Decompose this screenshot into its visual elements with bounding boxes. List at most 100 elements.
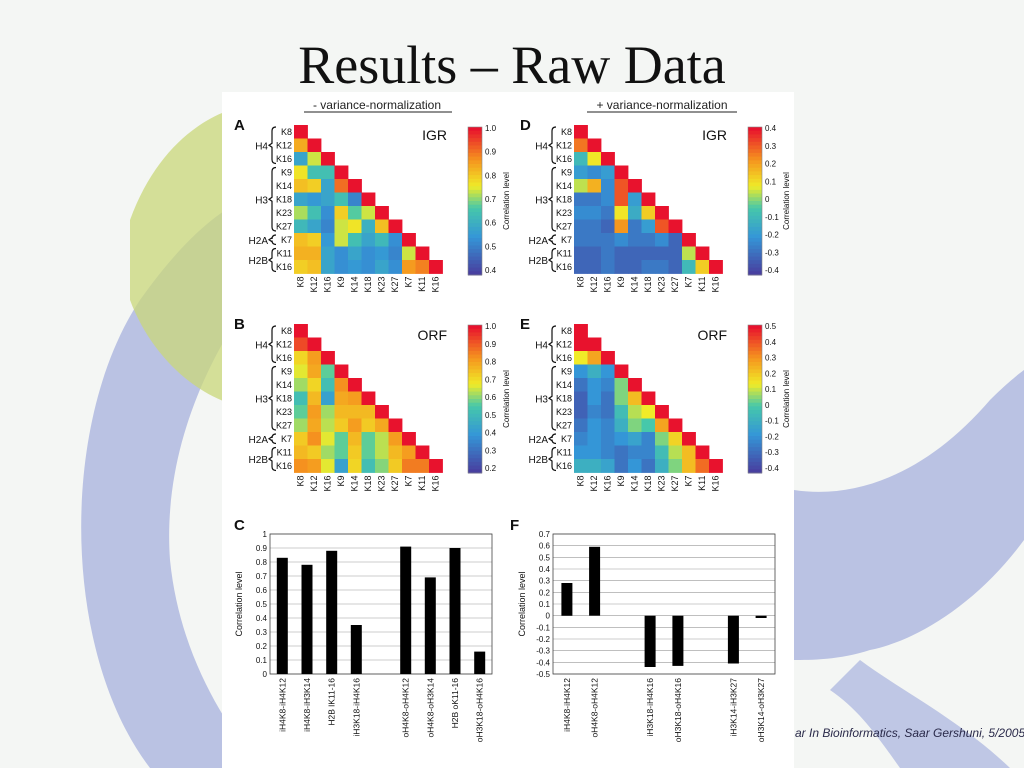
heatmap-cell: [574, 233, 588, 247]
heatmap-cell: [348, 219, 362, 234]
heatmap-cell: [628, 391, 642, 406]
heatmap-cell: [361, 405, 376, 419]
col-label: K12: [589, 277, 599, 293]
group-bracket: [547, 234, 557, 246]
col-label: K8: [296, 476, 306, 487]
row-label: K18: [276, 195, 292, 205]
heatmap-cell: [614, 165, 629, 180]
heatmap-cell: [628, 179, 642, 193]
colorbar-segment: [468, 406, 482, 411]
heatmap-cell: [574, 378, 588, 392]
x-tick-label: iH3K18-iH4K16: [645, 678, 655, 737]
col-label: K27: [670, 277, 680, 293]
colorbar-tick-label: 0.8: [485, 171, 497, 180]
heatmap-cell: [294, 445, 308, 460]
bar: [644, 615, 656, 667]
heatmap-cell: [587, 206, 602, 220]
y-tick-label: 0.6: [539, 542, 551, 551]
heatmap-cell: [587, 337, 602, 352]
colorbar-segment: [748, 450, 762, 455]
heatmap-cell: [334, 378, 349, 392]
colorbar-segment: [468, 197, 482, 202]
heatmap-cell: [614, 391, 629, 406]
group-label: H2A: [249, 435, 269, 446]
row-label: K8: [281, 127, 292, 137]
colorbar-segment: [748, 160, 762, 165]
colorbar-segment: [468, 167, 482, 172]
heatmap-cell: [628, 233, 642, 247]
colorbar-segment: [748, 241, 762, 246]
heatmap-cell: [375, 445, 389, 460]
colorbar-segment: [748, 376, 762, 381]
row-label: K23: [276, 407, 292, 417]
col-label: K14: [349, 476, 359, 492]
colorbar-segment: [748, 369, 762, 374]
col-label: K8: [296, 277, 306, 288]
heatmap-cell: [682, 260, 696, 274]
y-tick-label: -0.1: [536, 623, 550, 632]
colorbar-segment: [748, 252, 762, 257]
colorbar-segment: [748, 380, 762, 385]
heatmap-cell: [641, 260, 656, 274]
heatmap-cell: [574, 432, 588, 446]
colorbar-segment: [748, 193, 762, 198]
col-label: K14: [349, 277, 359, 293]
heatmap-cell: [348, 233, 362, 247]
heatmap-cell: [334, 179, 349, 193]
x-tick-label: oH3K14-oH3K27: [756, 678, 766, 743]
colorbar-segment: [468, 369, 482, 374]
heatmap-cell: [321, 418, 335, 433]
heatmap-cell: [361, 206, 376, 220]
colorbar-tick-label: 0.4: [485, 429, 497, 438]
row-label: K23: [276, 208, 292, 218]
colorbar-segment: [468, 410, 482, 415]
heatmap-cell: [348, 179, 362, 193]
heatmap-cell: [574, 125, 588, 139]
colorbar-segment: [468, 215, 482, 220]
colorbar-segment: [468, 391, 482, 396]
colorbar-segment: [748, 267, 762, 272]
colorbar-segment: [748, 256, 762, 261]
colorbar-segment: [748, 171, 762, 176]
row-label: K27: [556, 421, 572, 431]
col-label: K14: [629, 277, 639, 293]
colorbar-segment: [468, 395, 482, 400]
row-label: K14: [556, 380, 572, 390]
heatmap-cell: [668, 418, 683, 433]
bar: [350, 625, 362, 674]
panel-letter: F: [510, 517, 519, 534]
colorbar-segment: [468, 387, 482, 393]
heatmap-cell: [574, 165, 588, 180]
colorbar-segment: [468, 465, 482, 470]
heatmap-cell: [334, 260, 349, 274]
x-tick-label: oH3K18-oH4K16: [673, 678, 683, 743]
y-tick-label: 0: [263, 670, 268, 679]
heatmap-cell: [614, 260, 629, 274]
colorbar-segment: [468, 182, 482, 187]
figure-panel: - variance-normalization + variance-norm…: [222, 92, 794, 768]
col-label: K12: [309, 476, 319, 492]
col-label: K16: [710, 476, 720, 492]
row-label: K11: [277, 249, 292, 259]
colorbar-segment: [748, 354, 762, 359]
colorbar-frame: [747, 324, 763, 474]
x-tick-label: oH4K8-oH4K12: [590, 678, 600, 738]
heatmap-cell: [614, 233, 629, 247]
colorbar-tick-label: 0.2: [765, 160, 777, 169]
colorbar-tick-label: 0.6: [485, 219, 497, 228]
heatmap-cell: [415, 445, 430, 460]
heatmap-cell: [587, 138, 602, 153]
heatmap-cell: [321, 391, 335, 406]
row-label: K14: [556, 181, 572, 191]
heatmap-cell: [655, 246, 669, 261]
heatmap-cell: [628, 246, 642, 261]
heatmap-cell: [361, 459, 376, 473]
heatmap-cell: [587, 364, 602, 379]
col-label: K11: [417, 277, 427, 292]
heatmap-cell: [628, 192, 642, 207]
group-label: H2B: [529, 455, 549, 466]
colorbar-title: Correlation level: [502, 172, 511, 230]
heatmap-cell: [587, 418, 602, 433]
row-label: K11: [557, 249, 572, 259]
colorbar-segment: [748, 156, 762, 161]
